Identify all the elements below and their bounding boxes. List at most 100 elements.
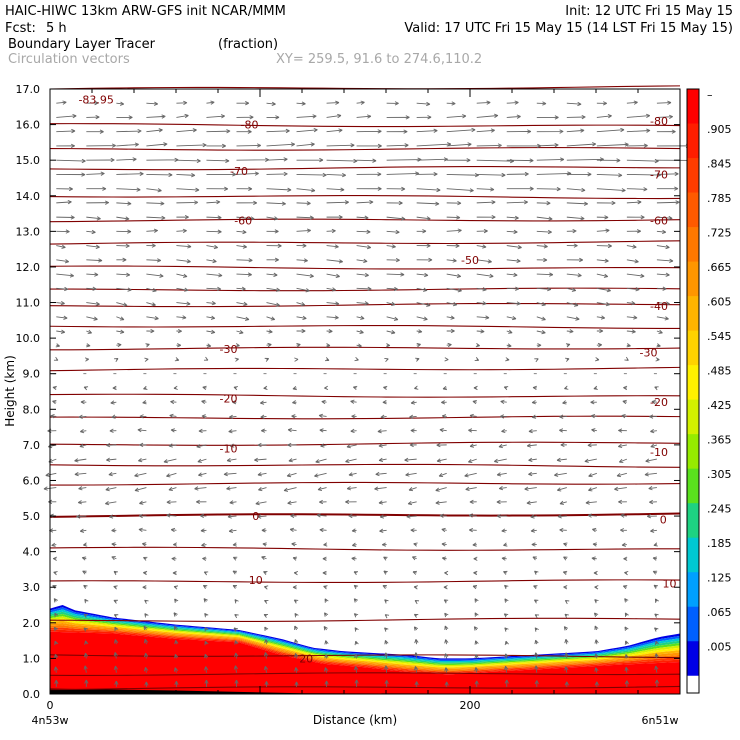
wind-vector — [109, 514, 117, 519]
wind-vector — [83, 386, 89, 391]
wind-vector — [624, 598, 629, 603]
wind-vector — [83, 652, 89, 659]
wind-vector — [203, 571, 209, 576]
wind-vector — [84, 679, 89, 687]
wind-vector — [86, 258, 103, 263]
wind-vector — [465, 486, 477, 492]
wind-vector — [379, 514, 387, 519]
wind-vector — [236, 143, 261, 148]
wind-vector — [654, 665, 659, 673]
wind-vector — [316, 513, 327, 518]
wind-vector — [504, 640, 509, 646]
wind-vector — [409, 442, 417, 448]
wind-vector — [356, 301, 369, 306]
wind-vector — [536, 143, 559, 148]
wind-vector — [56, 113, 77, 119]
wind-vector — [356, 215, 369, 220]
wind-vector — [566, 302, 579, 307]
wind-vector — [559, 500, 567, 505]
wind-vector — [176, 287, 189, 292]
wind-vector — [54, 653, 59, 659]
wind-vector — [468, 428, 477, 433]
wind-vector — [473, 556, 478, 561]
wind-vector — [319, 428, 327, 433]
wind-vector — [654, 598, 659, 603]
wind-vector — [266, 157, 288, 162]
wind-vector — [326, 113, 342, 119]
colorbar-swatch — [687, 365, 699, 401]
wind-vector — [202, 385, 207, 390]
wind-vector — [144, 613, 149, 618]
wind-vector — [176, 259, 191, 264]
wind-vector — [56, 329, 66, 334]
wind-vector — [146, 302, 156, 307]
wind-vector — [506, 100, 519, 105]
wind-vector — [624, 666, 629, 673]
wind-vector — [416, 128, 438, 133]
isotherm-line — [49, 240, 681, 245]
wind-vector — [626, 259, 639, 264]
wind-vector — [506, 186, 534, 191]
wind-vector — [476, 287, 487, 292]
wind-vector — [644, 472, 657, 477]
wind-vector — [201, 542, 207, 547]
wind-vector — [626, 200, 642, 205]
colorbar-label: .785 — [707, 192, 732, 205]
wind-vector — [206, 186, 229, 191]
wind-vector — [326, 259, 344, 264]
wind-vector — [446, 273, 462, 279]
wind-vector — [469, 527, 477, 533]
wind-vector — [171, 556, 177, 561]
isotherm-label: -60 — [234, 215, 252, 228]
wind-vector — [441, 400, 447, 405]
wind-vector — [229, 414, 237, 419]
y-tick-label: 2.0 — [23, 617, 41, 630]
wind-vector — [534, 680, 539, 687]
wind-vector — [234, 357, 239, 362]
wind-vector — [386, 157, 422, 162]
wind-vector — [116, 157, 137, 162]
wind-vector — [446, 188, 474, 193]
wind-vector — [146, 287, 157, 293]
wind-vector — [556, 457, 567, 463]
wind-vector — [444, 612, 449, 618]
wind-vector — [110, 400, 117, 405]
wind-vector — [138, 513, 147, 519]
y-tick-label: 3.0 — [23, 581, 41, 594]
isotherm-line — [49, 441, 681, 446]
x-axis-title: Distance (km) — [313, 713, 397, 727]
wind-vector — [144, 681, 149, 687]
wind-vector — [236, 157, 270, 162]
wind-vector — [564, 613, 569, 618]
wind-vector — [556, 487, 567, 492]
wind-vector — [116, 142, 139, 147]
wind-vector — [469, 413, 477, 419]
y-axis-title: Height (km) — [3, 355, 17, 426]
wind-vector — [232, 556, 238, 561]
wind-vector — [146, 128, 163, 133]
wind-vector — [266, 316, 276, 321]
colorbar-label: .485 — [707, 365, 732, 378]
wind-vector — [412, 556, 417, 561]
wind-vector — [296, 302, 306, 307]
wind-vector — [54, 640, 59, 646]
wind-vector — [53, 571, 58, 576]
isotherm-line — [49, 366, 681, 372]
wind-vector — [416, 142, 452, 147]
wind-vector — [444, 667, 449, 673]
wind-vector — [236, 186, 253, 191]
wind-vector — [168, 443, 177, 448]
wind-vector — [266, 342, 272, 348]
isotherm-line — [49, 265, 681, 270]
isotherm-label-layer: -83.95 -80 -80 -70 -70 -60 -60 -50 -40 -30 -30 -20 -… — [78, 94, 676, 666]
wind-vector — [656, 286, 667, 291]
wind-vector — [536, 301, 546, 307]
wind-vector — [496, 472, 507, 477]
wind-vector — [86, 186, 107, 191]
wind-vector — [86, 301, 100, 306]
wind-vector — [86, 216, 101, 221]
wind-vector — [81, 556, 87, 561]
wind-vector — [446, 201, 462, 206]
wind-vector — [291, 542, 297, 547]
wind-vector — [435, 500, 447, 505]
